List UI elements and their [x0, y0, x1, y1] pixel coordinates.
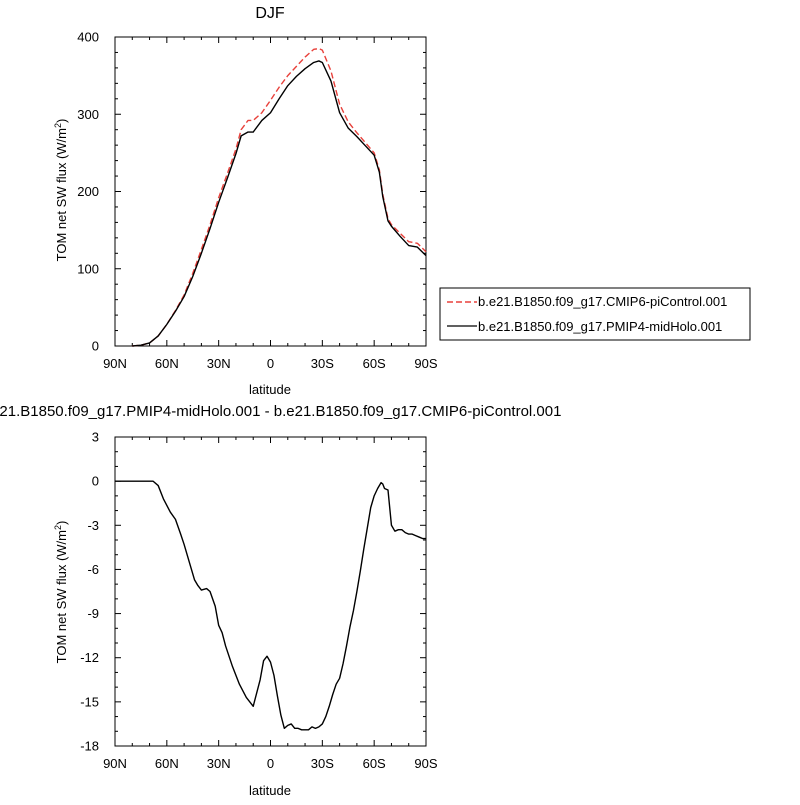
top-x-tick-label: 30N [207, 356, 231, 371]
legend: b.e21.B1850.f09_g17.CMIP6-piControl.001 … [439, 287, 751, 341]
legend-box [439, 287, 751, 341]
top-x-tick-label: 60S [363, 356, 386, 371]
bottom-y-tick-label: -12 [80, 650, 99, 665]
top-y-axis-label-close: ) [54, 119, 69, 123]
bottom-y-axis-label-superscript: 2 [53, 525, 63, 530]
bottom-y-axis-label-text: TOM net SW flux (W/m [54, 530, 69, 663]
bottom-y-tick-label: 0 [92, 474, 99, 489]
bottom-y-tick-label: -9 [87, 606, 99, 621]
top-y-axis-label-text: TOM net SW flux (W/m [54, 128, 69, 261]
legend-label-midholo: b.e21.B1850.f09_g17.PMIP4-midHolo.001 [478, 319, 722, 334]
top-panel-title: DJF [255, 5, 285, 22]
top-y-tick-label: 400 [77, 30, 99, 45]
top-y-tick-label: 0 [92, 339, 99, 354]
bottom-y-tick-label: 3 [92, 430, 99, 445]
bottom-x-tick-label: 30S [311, 756, 334, 771]
bottom-x-ticks: 90N 60N 30N 0 30S 60S 90S [103, 437, 438, 771]
bottom-x-tick-label: 60N [155, 756, 179, 771]
top-panel: DJF 90N 60N 30N 0 30S 60S 90S 0 100 200 300 400 la… [53, 5, 438, 397]
bottom-x-tick-label: 90N [103, 756, 127, 771]
bottom-y-tick-label: -6 [87, 562, 99, 577]
bottom-x-tick-label: 0 [267, 756, 274, 771]
top-y-axis-label: TOM net SW flux (W/m2) [53, 119, 69, 262]
top-x-tick-label: 60N [155, 356, 179, 371]
bottom-y-axis-label-close: ) [54, 521, 69, 525]
top-y-ticks: 0 100 200 300 400 [77, 30, 426, 354]
bottom-x-axis-label: latitude [249, 783, 291, 798]
top-x-tick-label: 90S [414, 356, 437, 371]
top-y-tick-label: 300 [77, 107, 99, 122]
top-series-line-1 [132, 60, 427, 347]
bottom-y-axis-label: TOM net SW flux (W/m2) [53, 521, 69, 664]
top-series-lines [132, 47, 427, 347]
bottom-x-tick-label: 60S [363, 756, 386, 771]
top-y-axis-label-superscript: 2 [53, 123, 63, 128]
bottom-series-lines [115, 480, 426, 731]
legend-label-picontrol: b.e21.B1850.f09_g17.CMIP6-piControl.001 [478, 294, 727, 309]
top-x-ticks: 90N 60N 30N 0 30S 60S 90S [103, 37, 438, 371]
bottom-y-tick-label: -15 [80, 694, 99, 709]
bottom-y-tick-label: -3 [87, 518, 99, 533]
bottom-panel: b.e21.B1850.f09_g17.PMIP4-midHolo.001 - … [0, 403, 561, 798]
bottom-x-tick-label: 30N [207, 756, 231, 771]
bottom-series-line-0 [115, 480, 426, 731]
top-y-tick-label: 100 [77, 261, 99, 276]
bottom-y-tick-label: -18 [80, 739, 99, 754]
top-y-tick-label: 200 [77, 184, 99, 199]
bottom-x-tick-label: 90S [414, 756, 437, 771]
top-x-axis-label: latitude [249, 382, 291, 397]
top-x-tick-label: 0 [267, 356, 274, 371]
bottom-y-ticks: 3 0 -3 -6 -9 -12 -15 -18 [80, 430, 426, 754]
bottom-panel-title: b.e21.B1850.f09_g17.PMIP4-midHolo.001 - … [0, 403, 561, 420]
top-x-tick-label: 30S [311, 356, 334, 371]
top-x-tick-label: 90N [103, 356, 127, 371]
